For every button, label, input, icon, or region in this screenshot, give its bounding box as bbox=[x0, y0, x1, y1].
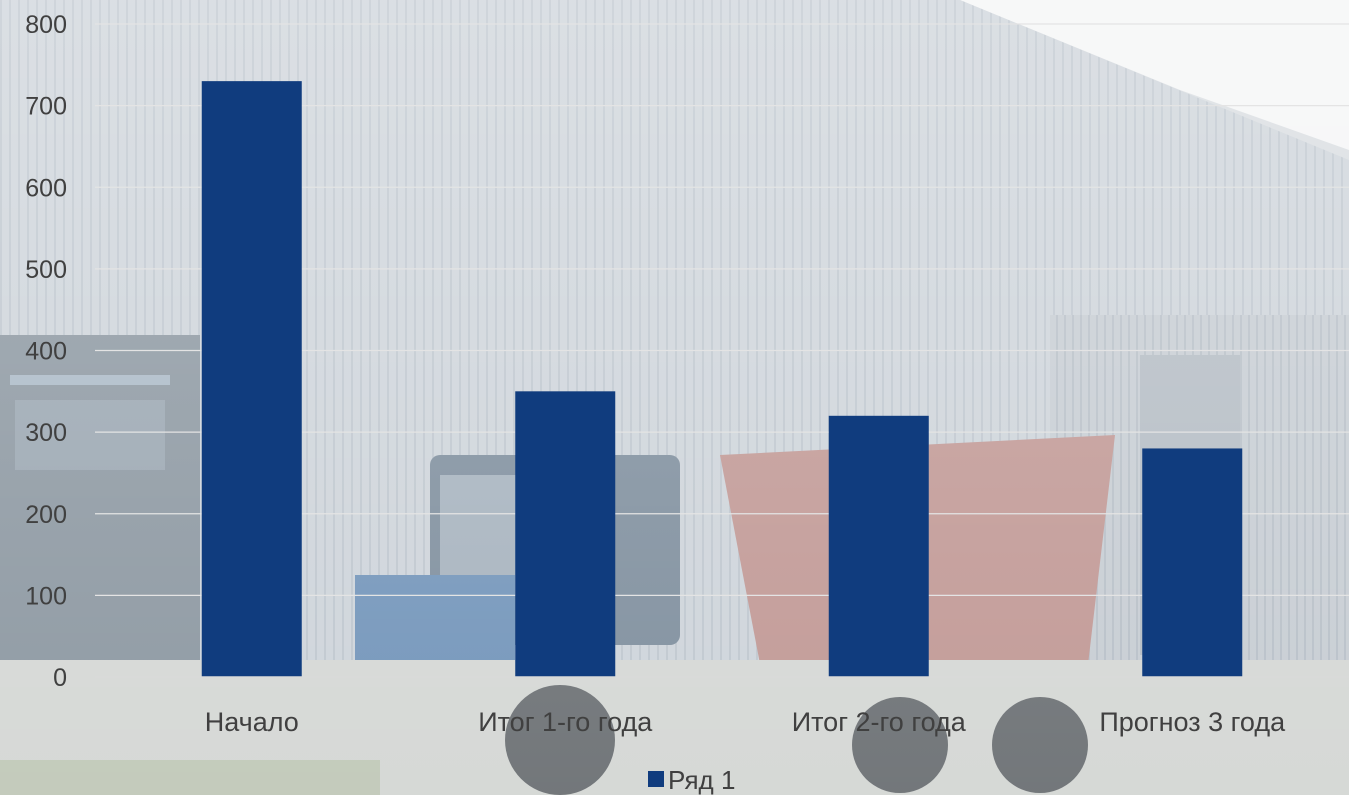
bar-1 bbox=[201, 81, 302, 677]
legend-label-series-1: Ряд 1 bbox=[668, 765, 735, 795]
x-axis-category-labels: Начало Итог 1-го года Итог 2-го года Прогно… bbox=[205, 707, 1286, 737]
bar-4 bbox=[1142, 448, 1243, 677]
bars bbox=[201, 81, 1243, 677]
y-tick-label: 700 bbox=[25, 93, 67, 121]
x-category-label: Начало bbox=[205, 707, 299, 737]
bar-3 bbox=[828, 415, 929, 677]
y-tick-label: 600 bbox=[25, 174, 67, 202]
x-category-label: Итог 1-го года bbox=[478, 707, 653, 737]
bar-2 bbox=[515, 391, 616, 677]
y-tick-label: 800 bbox=[25, 11, 67, 39]
legend-swatch-series-1 bbox=[648, 771, 664, 787]
y-tick-label: 400 bbox=[25, 338, 67, 366]
y-tick-label: 500 bbox=[25, 256, 67, 284]
y-tick-label: 300 bbox=[25, 419, 67, 447]
y-tick-label: 200 bbox=[25, 501, 67, 529]
y-axis-tick-labels: 0 100 200 300 400 500 600 700 800 bbox=[25, 11, 67, 692]
legend: Ряд 1 bbox=[648, 765, 735, 795]
x-category-label: Прогноз 3 года bbox=[1099, 707, 1286, 737]
y-tick-label: 100 bbox=[25, 582, 67, 610]
y-tick-label: 0 bbox=[53, 664, 67, 692]
x-category-label: Итог 2-го года bbox=[792, 707, 967, 737]
gridlines bbox=[95, 23, 1349, 596]
